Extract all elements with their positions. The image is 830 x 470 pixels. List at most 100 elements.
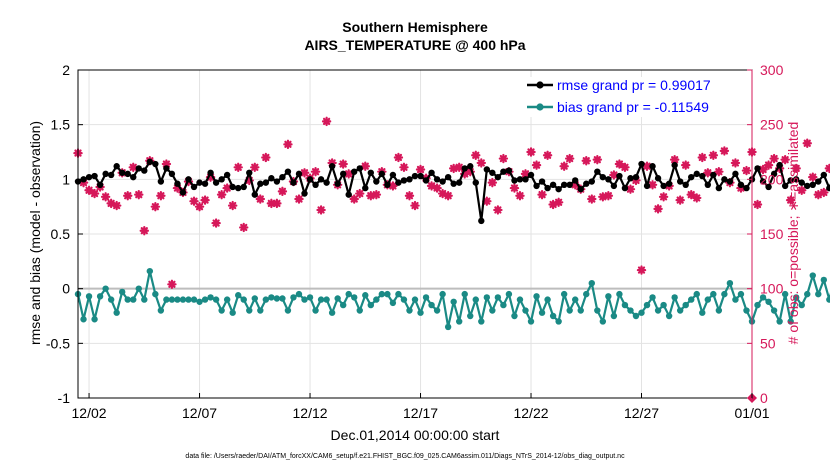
bias-point <box>135 285 142 292</box>
obs-point <box>111 200 122 211</box>
rmse-point <box>781 182 789 190</box>
rmse-point <box>91 172 98 180</box>
bias-point <box>85 293 93 300</box>
obs-point <box>587 194 597 204</box>
obs-star-stroke <box>588 195 596 203</box>
bias-point <box>798 301 805 309</box>
rmse-point <box>494 173 502 181</box>
obs-star-stroke <box>411 201 419 210</box>
rmse-point <box>339 170 347 178</box>
bias-point <box>765 298 772 305</box>
rmse-point <box>583 180 590 187</box>
obs-star-stroke <box>621 163 629 171</box>
obs-star-stroke <box>521 170 530 178</box>
obs-star-stroke <box>256 195 264 203</box>
bias-point <box>693 290 700 298</box>
obs-point <box>625 184 636 194</box>
rmse-point <box>809 181 816 188</box>
bias-point <box>444 323 452 331</box>
obs-star-stroke <box>267 199 276 208</box>
obs-point <box>128 162 138 173</box>
x-tick-label: 12/22 <box>513 405 548 421</box>
legend-rmse-label: rmse grand pr = 0.99017 <box>557 77 711 93</box>
obs-point <box>299 168 310 178</box>
y-tick-label-right: 100 <box>760 281 784 297</box>
obs-star-stroke <box>682 161 690 169</box>
rmse-point <box>715 184 723 192</box>
bias-point <box>80 316 87 323</box>
rmse-point <box>732 170 739 178</box>
obs-star-stroke <box>124 192 132 200</box>
obs-star-stroke <box>201 196 209 204</box>
obs-star-stroke <box>693 194 701 202</box>
bias-point <box>605 293 612 300</box>
rmse-point <box>323 179 330 186</box>
obs-star-stroke <box>311 168 320 176</box>
rmse-point <box>616 172 623 180</box>
obs-point <box>150 201 161 212</box>
obs-point <box>553 197 564 207</box>
obs-star-stroke <box>240 223 248 232</box>
x-tick-label: 01/01 <box>734 405 769 421</box>
obs-point <box>294 194 304 204</box>
obs-point <box>537 189 547 200</box>
obs-point <box>708 150 719 160</box>
bias-point <box>638 309 645 316</box>
bias-point <box>682 301 689 309</box>
bias-point <box>815 290 822 298</box>
rmse-point <box>632 173 640 181</box>
bias-point <box>439 290 446 298</box>
obs-star-stroke <box>444 192 452 200</box>
obs-star-stroke <box>566 154 574 163</box>
bias-point <box>240 296 247 303</box>
rmse-point <box>124 170 131 178</box>
rmse-point <box>699 172 706 180</box>
obs-point <box>399 162 409 173</box>
obs-star-stroke <box>648 181 657 189</box>
obs-star-stroke <box>317 206 325 214</box>
obs-star-stroke <box>499 154 508 163</box>
obs-point <box>134 189 144 200</box>
obs-point <box>283 139 293 150</box>
bias-point <box>660 301 667 309</box>
bias-point <box>776 318 783 325</box>
x-tick-label: 12/17 <box>403 405 438 421</box>
y-tick-label-left: 1 <box>62 171 70 187</box>
bias-point <box>494 294 502 301</box>
bias-point <box>781 290 789 298</box>
rmse-point <box>118 169 126 176</box>
obs-point <box>564 153 575 164</box>
obs-star-stroke <box>643 162 651 170</box>
obs-point <box>360 161 370 171</box>
rmse-point <box>826 184 830 192</box>
bias-point <box>323 296 330 303</box>
bias-point <box>268 294 275 301</box>
rmse-point <box>395 179 402 186</box>
bias-point <box>516 296 524 303</box>
rmse-point <box>273 178 281 185</box>
rmse-point <box>472 179 479 186</box>
obs-star-stroke <box>615 160 624 168</box>
bias-point <box>616 290 623 298</box>
obs-star-stroke <box>416 165 425 174</box>
rmse-point <box>770 170 778 178</box>
obs-point <box>277 186 288 197</box>
obs-point <box>310 166 321 177</box>
rmse-point <box>152 160 159 168</box>
obs-star-stroke <box>262 153 270 162</box>
obs-point <box>620 162 630 173</box>
obs-star-stroke <box>731 159 740 167</box>
obs-star-stroke <box>781 156 789 164</box>
rmse-point <box>367 169 375 176</box>
bias-point <box>190 296 198 303</box>
bias-point <box>378 290 386 298</box>
rmse-point <box>240 183 247 191</box>
obs-point <box>531 160 542 170</box>
obs-point <box>393 152 404 163</box>
rmse-point <box>223 171 231 179</box>
obs-point <box>719 146 730 156</box>
obs-point <box>797 185 807 195</box>
obs-star-stroke <box>85 186 93 194</box>
bias-point <box>632 312 640 320</box>
rmse-point <box>765 183 772 191</box>
